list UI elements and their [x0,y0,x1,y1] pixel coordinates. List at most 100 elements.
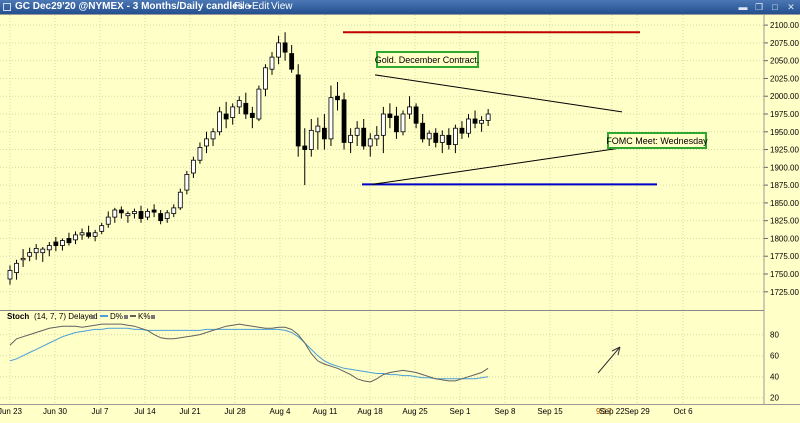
price-tick-label: 2000.00 [770,92,799,101]
candle [302,128,308,186]
candle [164,210,170,223]
candle-body-up [354,127,360,136]
candle-body-up [374,134,380,140]
candle [158,210,164,225]
candle-body-down [433,132,439,143]
candle-body-up [99,225,105,232]
x-grid [9,15,684,404]
window-grip-icon[interactable] [3,3,11,11]
candle [105,211,111,228]
stoch-grid [0,334,764,399]
candle-body-up [380,113,386,136]
candle [269,52,275,75]
candle-body-up [466,118,471,134]
horizontal-levels [343,31,657,186]
menu-view[interactable]: View [271,1,293,12]
restore-icon[interactable]: ❐ [754,2,764,12]
time-tick-label: Aug 18 [357,407,383,416]
candle-body-down [138,211,144,219]
stoch-params: (14, 7, 7) Delayed [34,312,98,321]
candle [354,121,360,146]
candle [217,106,223,136]
candle [20,249,26,267]
candle [308,118,314,157]
candle-body-down [341,99,347,143]
top-border [0,14,800,15]
menu-file[interactable]: File [234,1,251,12]
time-tick-label: Sep 22 [599,407,625,416]
price-tick-label: 2025.00 [770,74,799,83]
candle-body-up [315,125,321,133]
candle [328,85,334,146]
menu-edit[interactable]: Edit [252,1,270,12]
time-axis-labels: Jun 23 Jun 30 Jul 7 Jul 14 Jul 21 Jul 28 Aug 4… [0,407,693,416]
candle [426,130,432,146]
candle-body-up [210,131,216,140]
candle [118,206,124,219]
candle [184,170,190,195]
time-tick-label: Oct 6 [673,407,693,416]
stoch-line-k [9,323,489,383]
candle [177,188,183,210]
candles [7,32,491,285]
minimize-icon[interactable]: ▬ [738,2,748,12]
candle [151,204,157,218]
candle [420,114,426,143]
candle [295,64,301,157]
candle-body-down [394,115,399,133]
candle-body-up [308,129,314,150]
chart-title: Gold. December Contract. [375,55,480,65]
candle-body-up [177,191,183,209]
candle [66,232,72,246]
candle-body-up [204,138,209,147]
price-tick-label: 1950.00 [770,128,799,137]
candle [446,128,452,150]
close-icon[interactable]: ✕ [787,2,795,12]
candle [60,238,65,251]
candle [472,110,478,129]
candle [400,110,406,136]
time-tick-label: Aug 25 [402,407,428,416]
chevron-down-icon[interactable]: ▼ [246,4,254,11]
price-tick-label: 1875.00 [770,181,799,190]
candle-body-up [236,100,242,108]
candle [466,114,471,138]
candle-body-up [479,120,485,124]
candle-body-up [46,245,52,251]
candle [7,265,13,285]
candle [485,109,491,127]
candle [321,114,327,150]
candle [132,208,137,219]
candle-body-up [60,240,65,246]
candle-body-up [439,134,445,143]
stoch-settings-icon[interactable] [91,315,95,319]
candle [282,32,288,61]
candle-body-up [171,207,177,214]
lower-triangle-line[interactable] [371,146,626,185]
candle [210,128,216,146]
maximize-icon[interactable]: □ [772,2,778,12]
legend-k-settings-icon[interactable] [151,315,155,319]
candle-body-down [158,213,164,222]
window-title: GC Dec29'20 @NYMEX - 3 Months/Daily cand… [15,1,254,12]
candle-body-up [269,56,275,70]
legend-d-settings-icon[interactable] [124,315,128,319]
time-tick-label: Jul 7 [92,407,109,416]
candle [40,246,46,262]
upper-triangle-line[interactable] [374,74,623,113]
candle [433,128,439,148]
candle [407,96,412,119]
candle-body-down [335,95,340,101]
candle [479,116,485,132]
candle [197,142,203,164]
fomc-annotation-box [607,132,707,149]
time-tick-label: Sep 15 [537,407,563,416]
candle [92,229,98,242]
candle [380,106,386,154]
candle-body-up [485,113,491,121]
candle [367,133,373,157]
time-tick-label: Jul 21 [179,407,201,416]
candle-body-down [118,209,124,214]
candle-body-up [407,106,412,115]
